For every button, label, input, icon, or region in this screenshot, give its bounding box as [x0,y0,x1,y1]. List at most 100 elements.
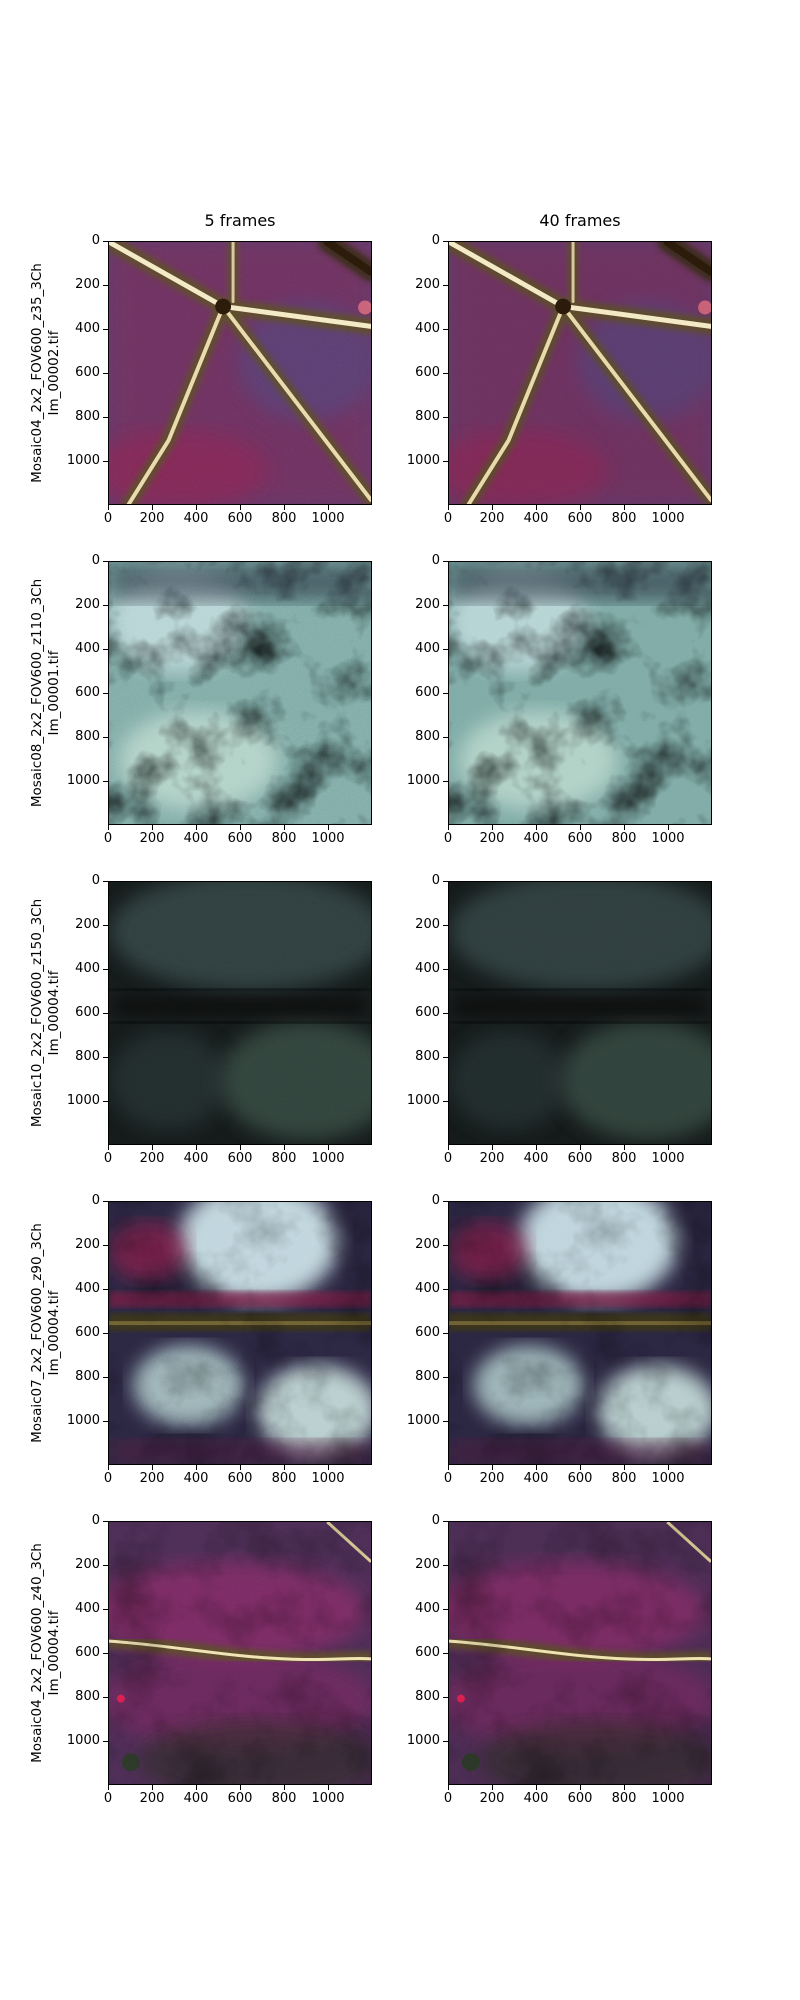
y-tick-mark [443,285,448,286]
y-tick-label: 400 [75,321,100,336]
y-tick-mark [443,373,448,374]
y-tick-label: 1000 [66,1733,100,1748]
x-tick-mark [536,825,537,830]
x-tick-label: 1000 [311,511,345,526]
x-tick-mark [284,1145,285,1150]
y-tick-mark [443,969,448,970]
y-tick-mark [443,649,448,650]
y-tick-mark [103,1013,108,1014]
y-tick-mark [103,1289,108,1290]
x-tick-mark [536,1785,537,1790]
y-tick-mark [443,1013,448,1014]
y-tick-mark [103,781,108,782]
y-tick-label: 800 [415,1049,440,1064]
y-tick-mark [443,693,448,694]
y-tick-mark [103,329,108,330]
y-tick-mark [443,1697,448,1698]
x-tick-mark [536,1145,537,1150]
x-tick-label: 1000 [311,831,345,846]
y-tick-mark [443,561,448,562]
x-tick-mark [668,1785,669,1790]
y-tick-mark [443,605,448,606]
x-tick-mark [492,1785,493,1790]
x-tick-label: 0 [103,831,113,846]
x-tick-mark [108,1785,109,1790]
x-tick-mark [580,1465,581,1470]
x-tick-mark [448,1785,449,1790]
x-tick-mark [492,1145,493,1150]
y-tick-label: 400 [75,1601,100,1616]
x-tick-mark [492,1465,493,1470]
x-tick-mark [284,505,285,510]
y-tick-mark [443,1289,448,1290]
y-tick-mark [103,737,108,738]
x-tick-mark [108,505,109,510]
x-tick-mark [284,1785,285,1790]
x-tick-label: 600 [567,1791,593,1806]
x-tick-mark [196,1785,197,1790]
y-tick-mark [103,1521,108,1522]
y-tick-label: 400 [75,961,100,976]
x-tick-mark [624,1465,625,1470]
image-panel-r1-c1 [108,241,372,505]
x-tick-label: 200 [479,1471,505,1486]
x-tick-label: 0 [443,1791,453,1806]
x-tick-label: 800 [271,511,297,526]
x-tick-label: 200 [139,1791,165,1806]
y-tick-label: 0 [431,233,440,248]
y-tick-label: 1000 [406,773,440,788]
x-tick-mark [152,505,153,510]
x-tick-label: 800 [611,831,637,846]
y-tick-mark [443,1057,448,1058]
y-tick-mark [443,1741,448,1742]
y-tick-label: 400 [415,1281,440,1296]
y-tick-label: 800 [75,409,100,424]
y-tick-mark [103,969,108,970]
x-tick-label: 1000 [651,1151,685,1166]
y-tick-mark [443,781,448,782]
y-tick-mark [443,1245,448,1246]
x-tick-mark [152,825,153,830]
x-tick-label: 0 [103,1471,113,1486]
x-tick-mark [152,1145,153,1150]
y-tick-label: 600 [75,1645,100,1660]
x-tick-label: 400 [523,1471,549,1486]
y-tick-label: 200 [75,277,100,292]
y-tick-label: 200 [75,917,100,932]
x-tick-label: 400 [183,511,209,526]
y-tick-mark [443,1421,448,1422]
x-tick-mark [108,1465,109,1470]
x-tick-mark [668,1465,669,1470]
y-tick-label: 0 [91,553,100,568]
x-tick-label: 600 [227,511,253,526]
x-tick-mark [536,1465,537,1470]
x-tick-mark [492,505,493,510]
y-tick-mark [103,1697,108,1698]
y-tick-label: 800 [415,1369,440,1384]
y-tick-label: 400 [75,1281,100,1296]
x-tick-mark [108,1145,109,1150]
y-tick-label: 200 [415,917,440,932]
y-tick-label: 800 [415,1689,440,1704]
x-tick-mark [284,825,285,830]
x-tick-label: 800 [611,1791,637,1806]
x-tick-label: 600 [567,511,593,526]
x-tick-label: 0 [443,1471,453,1486]
image-panel-r5-c2 [448,1521,712,1785]
x-tick-mark [536,505,537,510]
x-tick-label: 1000 [311,1471,345,1486]
x-tick-mark [328,825,329,830]
y-tick-label: 1000 [66,453,100,468]
x-tick-label: 1000 [651,1791,685,1806]
y-tick-label: 200 [75,597,100,612]
y-tick-label: 0 [431,553,440,568]
x-tick-label: 200 [139,511,165,526]
x-tick-mark [196,825,197,830]
x-tick-label: 200 [479,1791,505,1806]
x-tick-label: 0 [103,511,113,526]
y-tick-label: 1000 [406,1733,440,1748]
image-panel-r2-c2 [448,561,712,825]
y-tick-mark [103,1421,108,1422]
x-tick-label: 1000 [311,1791,345,1806]
x-tick-mark [668,505,669,510]
